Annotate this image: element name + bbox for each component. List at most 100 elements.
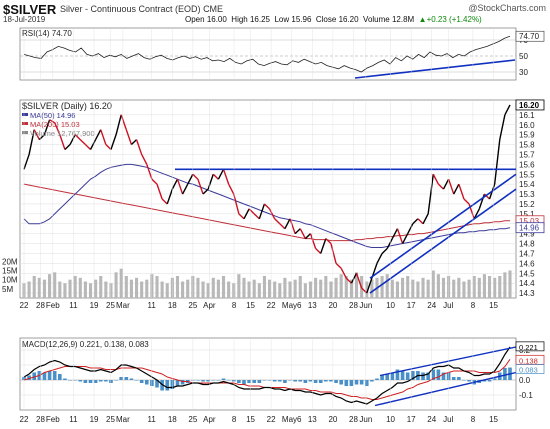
x-tick-label-middle: 24: [427, 301, 436, 310]
price-segment: [243, 208, 250, 220]
x-tick-label-middle: 8: [471, 301, 476, 310]
volume-bar: [467, 279, 471, 298]
volume-bar: [252, 279, 256, 298]
volume-bar: [201, 281, 205, 298]
price-segment: [146, 164, 153, 180]
macd-last-label-3: 0.083: [519, 366, 538, 375]
volume-bar: [155, 276, 159, 298]
volume-bar: [472, 276, 476, 298]
macd-histogram-bar: [329, 380, 333, 382]
macd-histogram-bar: [175, 380, 180, 386]
volume-bar: [329, 281, 333, 298]
macd-histogram-bar: [375, 378, 379, 380]
x-tick-label-bottom: 11: [148, 415, 157, 424]
macd-histogram-bar: [42, 372, 47, 380]
volume-bar: [395, 281, 400, 298]
price-segment: [376, 253, 383, 264]
volume-label: Volume: [363, 15, 390, 24]
price-segment: [320, 238, 327, 254]
macd-histogram-bar: [63, 378, 67, 380]
macd-legend: MACD(12,26,9) 0.221, 0.138, 0.083: [22, 340, 149, 349]
price-last-box-close: [515, 99, 545, 111]
volume-bar: [140, 281, 144, 298]
price-segment: [64, 144, 71, 151]
x-tick-label-bottom: 15: [489, 415, 498, 424]
x-tick-label-middle: 28: [36, 301, 45, 310]
x-tick-label-middle: 13: [308, 301, 317, 310]
macd-histogram-bar: [277, 380, 282, 382]
price-segment: [268, 208, 276, 220]
volume-bar: [32, 276, 36, 298]
volume-bar: [129, 279, 133, 298]
price-segment: [94, 129, 102, 140]
x-tick-label-bottom: 22: [267, 415, 276, 424]
x-tick-label-bottom: 18: [168, 415, 177, 424]
price-segment: [381, 247, 388, 254]
support-line-2: [369, 173, 517, 279]
x-tick-label-bottom: 13: [308, 415, 317, 424]
macd-histogram-bar: [318, 380, 323, 383]
x-tick-label-middle: 22: [267, 301, 276, 310]
volume-bar: [53, 272, 57, 298]
price-tick-label: 14.7: [519, 249, 535, 258]
volume-bar: [436, 274, 440, 298]
macd-histogram-bar: [380, 375, 384, 380]
legend-entry-3: Volume 12,767,900: [30, 129, 95, 138]
volume-bar: [452, 279, 456, 298]
price-segment: [151, 178, 158, 185]
macd-histogram-bar: [68, 380, 72, 381]
x-tick-label-middle: 25: [106, 301, 115, 310]
price-segment: [442, 178, 450, 190]
macd-histogram-bar: [303, 380, 308, 383]
price-last-box-ma50: [515, 222, 545, 234]
brand-logo: @StockCharts.com: [468, 3, 546, 13]
price-last-label-ma50: 14.96: [519, 224, 540, 233]
macd-histogram-bar: [32, 372, 37, 380]
price-segment: [141, 154, 148, 165]
volume-bar: [237, 274, 241, 298]
price-segment: [258, 203, 266, 220]
description: Silver - Continuous Contract (EOD) CME: [60, 4, 223, 14]
macd-histogram-bar: [324, 380, 328, 382]
price-segment: [69, 134, 76, 145]
date: 18-Jul-2019: [3, 15, 46, 24]
price-segment: [473, 208, 480, 220]
volume-bar: [365, 281, 369, 298]
x-tick-label-bottom: 22: [20, 415, 29, 424]
x-tick-label-bottom: 28: [349, 415, 358, 424]
price-segment: [315, 247, 322, 254]
volume-bar: [37, 277, 41, 298]
macd-histogram-bar: [390, 372, 395, 380]
volume-bar: [145, 279, 149, 298]
volume-bar: [216, 279, 220, 298]
price-segment: [463, 198, 470, 205]
volume-bar: [421, 277, 425, 298]
macd-histogram-bar: [119, 377, 124, 380]
macd-histogram-bar: [298, 380, 303, 382]
macd-last-label-2: 0.138: [519, 356, 538, 365]
low-value: 15.96: [291, 15, 312, 24]
price-segment: [120, 114, 127, 130]
macd-tick-label: -0.1: [519, 391, 533, 400]
ma200-line: [23, 183, 510, 242]
price-segment: [171, 178, 179, 190]
legend-swatch-2: [22, 122, 28, 125]
macd-histogram-bar: [462, 380, 466, 381]
macd-histogram-bar: [78, 380, 83, 382]
price-tick-label: 15.6: [519, 160, 535, 169]
volume-bar: [482, 274, 486, 298]
macd-histogram-bar: [487, 380, 492, 382]
x-tick-label-middle: Jul: [443, 301, 453, 310]
volume-bar: [319, 279, 323, 298]
volume-bar: [462, 281, 466, 298]
macd-histogram-bar: [58, 374, 62, 380]
ma50-line: [23, 163, 511, 248]
volume-bar: [247, 281, 251, 298]
volume-bar: [124, 276, 128, 298]
volume-bar: [354, 272, 359, 298]
price-segment: [309, 233, 317, 249]
volume-bar: [298, 276, 302, 298]
volume-bar: [493, 277, 497, 298]
price-segment: [340, 267, 347, 279]
rsi-line: [23, 35, 511, 73]
